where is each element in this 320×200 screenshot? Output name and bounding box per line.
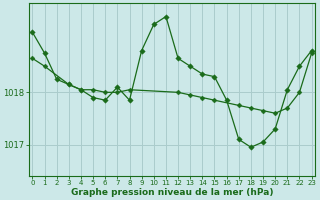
- X-axis label: Graphe pression niveau de la mer (hPa): Graphe pression niveau de la mer (hPa): [71, 188, 273, 197]
